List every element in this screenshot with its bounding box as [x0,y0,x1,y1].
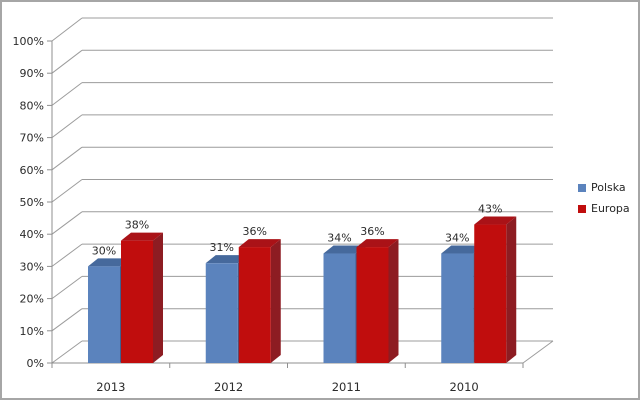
y-axis-label: 30% [20,260,44,273]
legend-swatch-europa [578,205,586,213]
bar-polska-2011-front [323,253,356,363]
gridline-depth [51,211,83,235]
bar-europa-2011-top [356,239,399,248]
gridline-depth [51,114,83,138]
y-axis-label: 0% [27,357,44,370]
data-label-polska: 34% [327,232,351,245]
y-axis-label: 40% [20,228,44,241]
legend: Polska Europa [578,182,630,224]
x-axis-label: 2012 [214,380,243,394]
y-axis-label: 50% [20,196,44,209]
data-label-europa: 36% [360,225,384,238]
gridline-depth [51,146,83,171]
data-label-polska: 30% [92,244,116,257]
gridline-depth [51,308,83,332]
bar-polska-2012-front [205,263,238,363]
legend-item-europa: Europa [578,203,630,215]
legend-label-europa: Europa [591,202,630,215]
y-axis-label: 60% [20,164,44,177]
x-axis-label: 2011 [332,380,361,394]
bar-polska-2012-top [205,255,248,264]
data-label-europa: 38% [125,219,149,232]
bar-europa-2013-side [153,232,163,363]
legend-swatch-polska [578,184,586,192]
legend-label-polska: Polska [591,181,626,194]
data-label-europa: 43% [478,203,502,216]
floor-depth-line [522,340,554,364]
bar-europa-2012-front [238,247,271,363]
bar-polska-2011-top [323,245,366,254]
bar-europa-2010-top [474,216,517,225]
y-axis-label: 80% [20,99,44,112]
bar-polska-2010-top [441,245,484,254]
bar-polska-2010-front [441,253,474,363]
bar-europa-2010-side [506,216,517,363]
legend-item-polska: Polska [578,182,630,194]
bar-europa-2013-front [121,240,153,363]
gridline-depth [51,340,83,364]
data-label-polska: 34% [445,232,469,245]
gridline-depth [51,49,83,74]
bar-europa-2010-front [474,224,507,363]
bar-europa-2011-front [356,247,389,363]
y-axis-label: 90% [20,67,44,80]
gridline-depth [51,82,83,106]
y-axis-label: 10% [20,325,44,338]
gridline-depth [51,275,83,300]
bar-polska-2013-front [88,266,120,363]
bar-europa-2012-top [238,239,281,248]
x-axis-label: 2010 [449,380,478,394]
bar-europa-2013-top [121,232,163,241]
y-axis-label: 20% [20,293,44,306]
gridline-depth [51,17,83,42]
y-axis-label: 70% [20,132,44,145]
bar-polska-2013-top [88,258,130,267]
x-axis-label: 2013 [96,380,125,394]
bar-europa-2011-side [388,239,399,363]
y-axis-label: 100% [13,35,44,48]
gridline-depth [51,243,83,267]
gridline-depth [51,179,83,203]
data-label-polska: 31% [210,241,234,254]
bar-europa-2012-side [270,239,281,363]
data-label-europa: 36% [243,225,267,238]
